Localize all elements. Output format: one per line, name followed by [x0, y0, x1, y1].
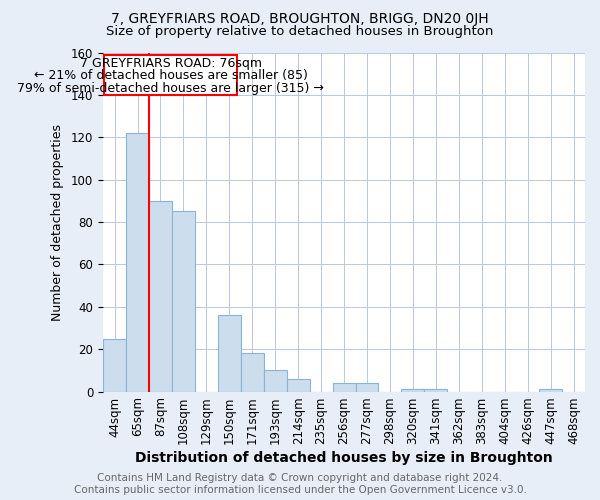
Bar — [264, 370, 287, 392]
Text: Contains HM Land Registry data © Crown copyright and database right 2024.
Contai: Contains HM Land Registry data © Crown c… — [74, 474, 526, 495]
Bar — [103, 338, 126, 392]
Bar — [287, 379, 310, 392]
Bar — [401, 390, 424, 392]
Y-axis label: Number of detached properties: Number of detached properties — [51, 124, 64, 320]
X-axis label: Distribution of detached houses by size in Broughton: Distribution of detached houses by size … — [135, 451, 553, 465]
Bar — [149, 201, 172, 392]
Text: ← 21% of detached houses are smaller (85): ← 21% of detached houses are smaller (85… — [34, 70, 308, 82]
Bar — [424, 390, 448, 392]
Bar — [332, 383, 356, 392]
Bar — [172, 212, 195, 392]
Text: 7 GREYFRIARS ROAD: 76sqm: 7 GREYFRIARS ROAD: 76sqm — [80, 56, 262, 70]
Bar — [126, 133, 149, 392]
Text: Size of property relative to detached houses in Broughton: Size of property relative to detached ho… — [106, 25, 494, 38]
Bar — [539, 390, 562, 392]
Bar — [218, 316, 241, 392]
FancyBboxPatch shape — [104, 54, 238, 95]
Text: 7, GREYFRIARS ROAD, BROUGHTON, BRIGG, DN20 0JH: 7, GREYFRIARS ROAD, BROUGHTON, BRIGG, DN… — [111, 12, 489, 26]
Bar — [356, 383, 379, 392]
Bar — [241, 354, 264, 392]
Text: 79% of semi-detached houses are larger (315) →: 79% of semi-detached houses are larger (… — [17, 82, 324, 95]
